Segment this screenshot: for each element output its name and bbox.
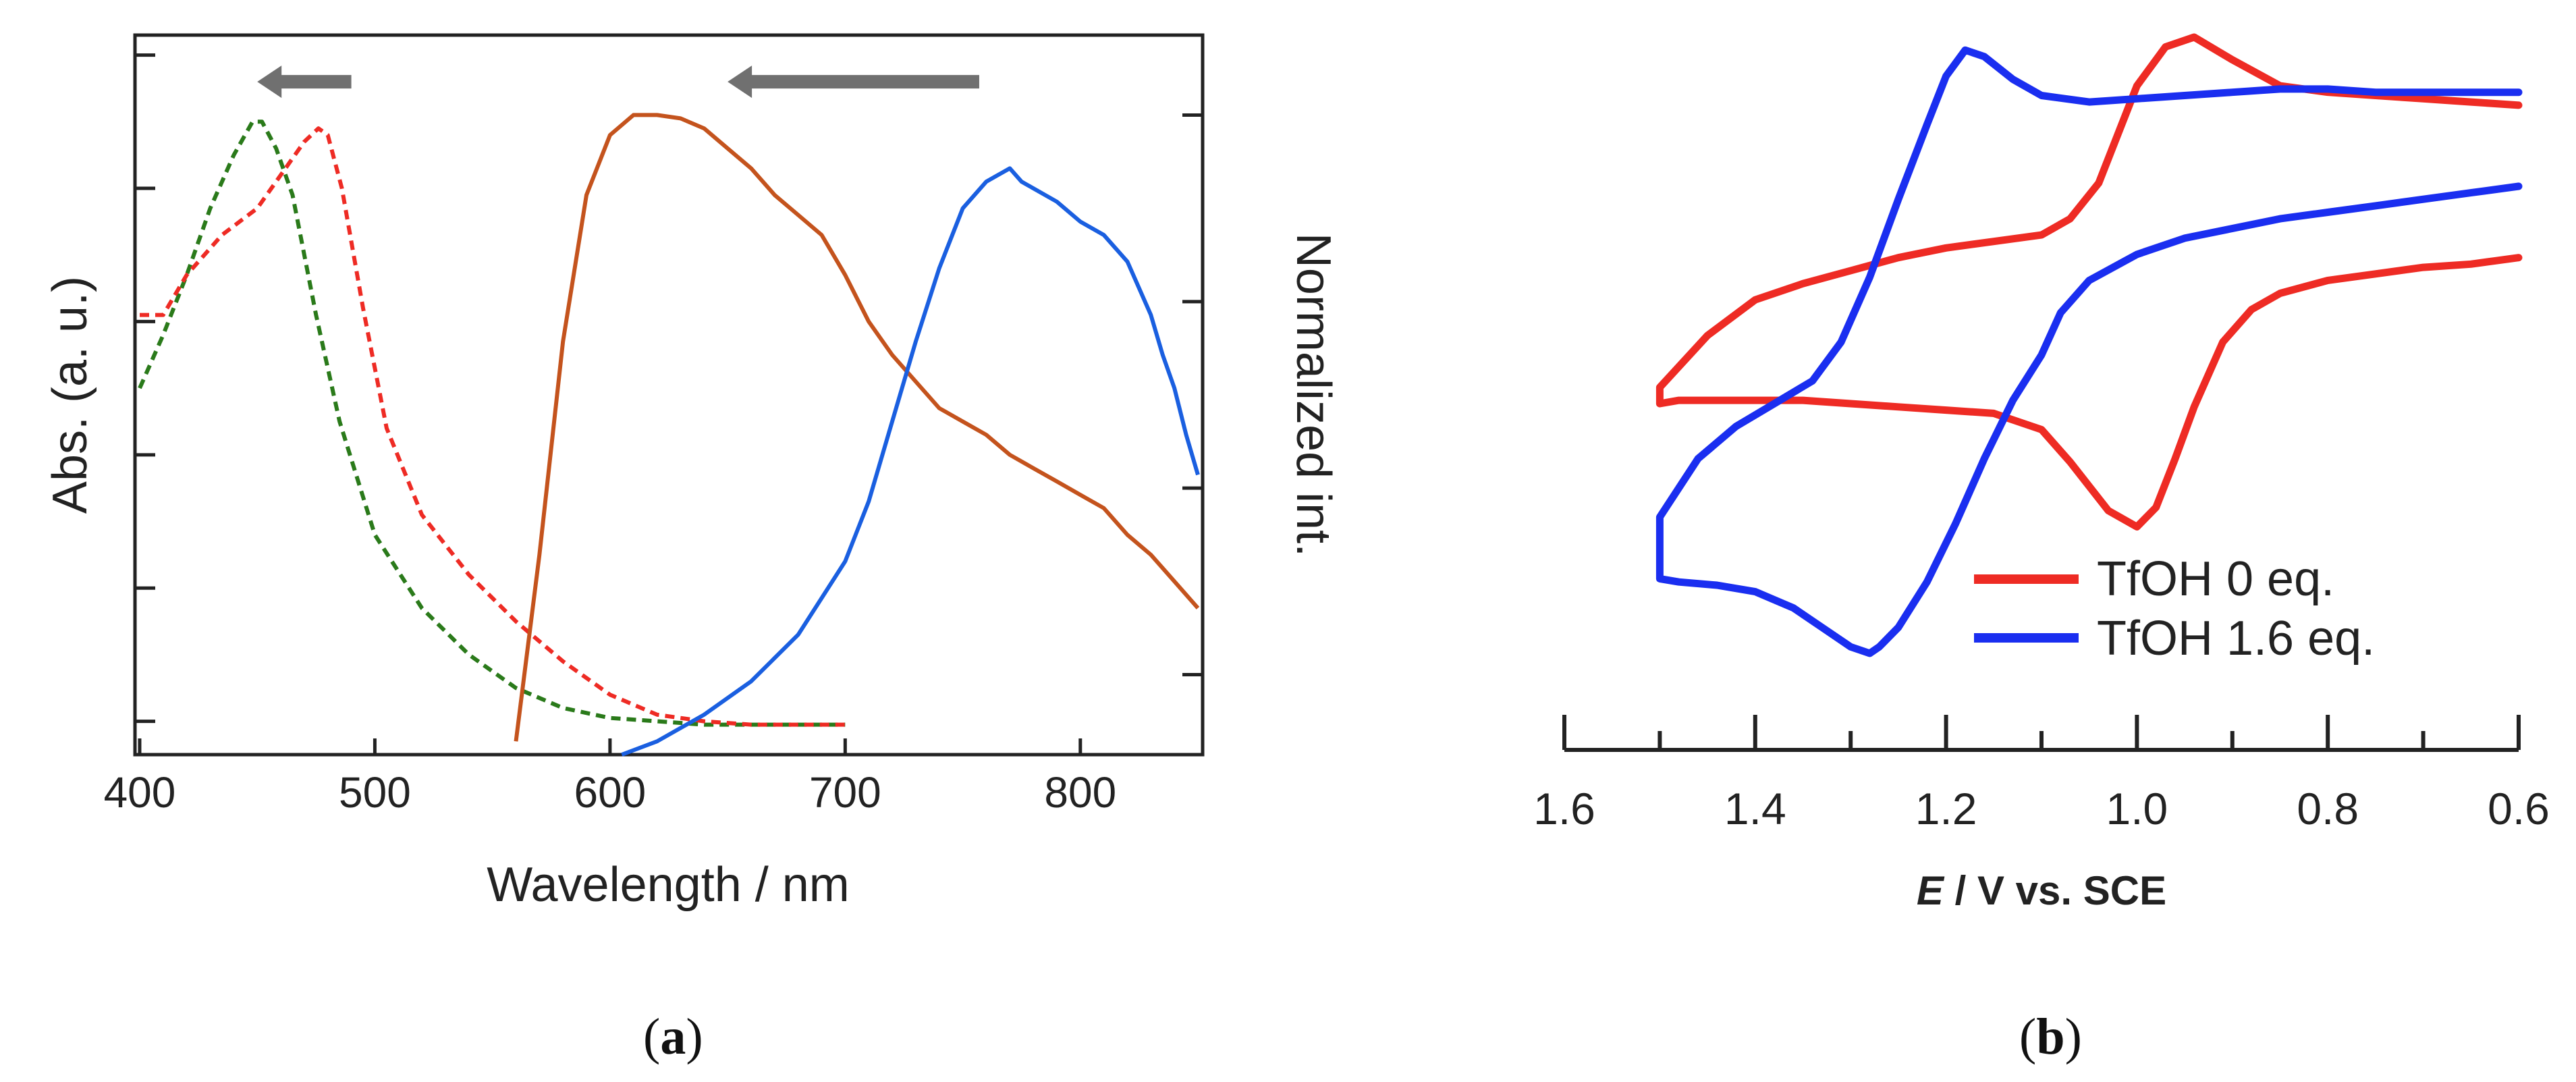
legend-label-tfoh-1-6: TfOH 1.6 eq. [2097,612,2375,666]
panel-a-x-axis-label: Wavelength / nm [487,858,850,912]
shift-arrow-head [257,65,282,99]
panel-b-label: (b) [2019,1008,2082,1065]
panel-a-x-tick-label: 600 [574,768,646,817]
panel-a-right-y-axis-label: Normalized int. [1286,233,1340,557]
shift-arrow-head [728,65,752,99]
panel-a-right-y-ticks [1182,113,1203,677]
series-absorption-red [140,126,846,727]
panel-a-left-y-ticks [135,53,155,724]
x-axis-label-italic-e: E [1917,868,1945,913]
panel-b-x-tick-label: 1.6 [1533,784,1595,834]
panel-a-left-y-axis-label: Abs. (a. u.) [43,276,97,514]
series-emission-blue [621,166,1200,757]
panel-a-chart: 400 500 600 700 800 Wavelength / nm Abs. (a.… [43,33,1340,912]
panel-b-x-tick-label: 1.0 [2106,784,2168,834]
panel-b-x-tick-label: 0.6 [2488,784,2550,834]
panel-b-x-axis-label: E / V vs. SCE [1917,868,2166,913]
panel-b-x-tick-label: 1.4 [1724,784,1786,834]
panel-a-series [138,113,1200,757]
panel-b-series [1655,33,2523,657]
panel-a-arrows [257,65,979,99]
panel-b-x-tick-label: 1.2 [1915,784,1977,834]
series-absorption-green [138,119,846,727]
legend-label-tfoh-0: TfOH 0 eq. [2097,552,2334,606]
panel-b-legend: TfOH 0 eq. TfOH 1.6 eq. [1974,552,2375,666]
series-tfoh-1-6-eq- [1655,46,2523,657]
panel-a-x-tick-labels: 400 500 600 700 800 [104,768,1117,817]
panel-a-x-tick-label: 500 [339,768,411,817]
panel-b-chart: 1.6 1.4 1.2 1.0 0.8 0.6 TfOH 0 eq. TfOH 1.6 e… [1533,33,2550,913]
panel-b-x-tick-label: 0.8 [2297,784,2359,834]
series-tfoh-0-eq- [1655,33,2523,531]
series-emission-orange [514,113,1200,742]
panel-a-x-tick-label: 800 [1044,768,1116,817]
panel-b-x-ticks [1562,715,2521,750]
panel-a-x-tick-label: 700 [809,768,881,817]
x-axis-label-unit: / V vs. SCE [1944,868,2166,913]
panel-b-x-tick-labels: 1.6 1.4 1.2 1.0 0.8 0.6 [1533,784,2550,834]
panel-a-x-tick-label: 400 [104,768,176,817]
panel-a-x-ticks [138,738,1083,755]
panel-a-label: (a) [643,1008,703,1065]
panel-a-plot-frame [133,33,1205,757]
